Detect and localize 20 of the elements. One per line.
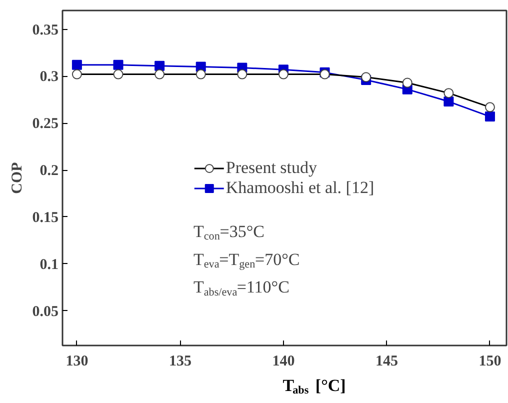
point (113, 60, 124, 70)
x-tick-label: 140 (272, 354, 295, 370)
y-tick-label: 0.35 (32, 22, 58, 38)
x-tick-label: 135 (168, 354, 192, 370)
y-tick-label: 0.1 (40, 256, 58, 273)
point (444, 96, 454, 107)
legend-label: Present study (226, 158, 318, 178)
point (72, 60, 82, 70)
y-tick-label: 0.2 (40, 163, 58, 180)
x-tick-label: 145 (375, 354, 398, 370)
y-tick-label: 0.05 (32, 304, 58, 320)
point (154, 60, 165, 71)
x-tick-label: 130 (66, 354, 88, 370)
y-axis-title: COP (9, 162, 26, 194)
point (484, 112, 495, 122)
legend-label: Khamooshi et al. [12] (226, 178, 374, 198)
x-tick-label: 150 (478, 354, 502, 370)
y-tick-label: 0.3 (40, 69, 58, 86)
y-tick-label: 0.15 (32, 210, 58, 226)
y-tick-label: 0.25 (32, 116, 58, 132)
